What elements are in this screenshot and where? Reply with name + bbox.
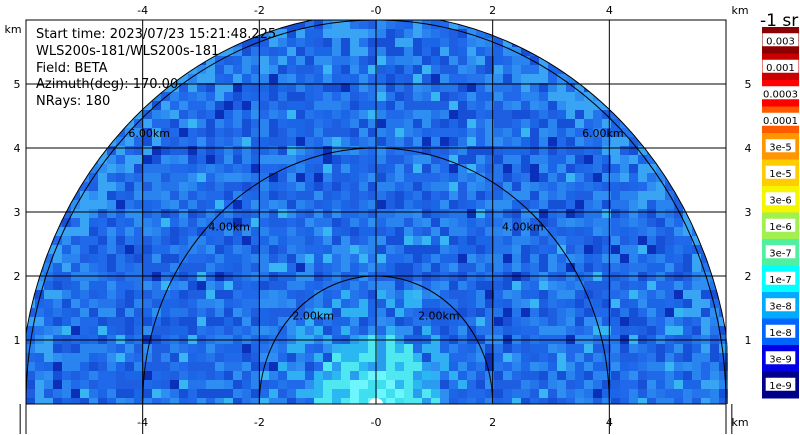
x-tick-label-top: 4	[606, 4, 613, 17]
y-tick-label-left: 4	[14, 142, 21, 155]
colorbar-label: 1e-5	[769, 169, 792, 180]
colorbar-label: 1e-7	[769, 275, 792, 286]
y-tick-label-right: 2	[745, 270, 752, 283]
colorbar-label: 1e-9	[769, 381, 792, 392]
colorbar-label: 0.003	[766, 36, 795, 47]
colorbar-label-box	[765, 218, 796, 232]
range-ring	[26, 20, 726, 337]
colorbar-label-box	[765, 139, 796, 153]
info-field: Field: BETA	[36, 61, 108, 76]
info-nrays: NRays: 180	[36, 94, 110, 109]
colorbar-label: 3e-9	[769, 354, 792, 365]
colorbar-label-box	[765, 245, 796, 259]
x-unit-label-top: km	[731, 4, 748, 17]
range-ring-label: 4.00km	[208, 221, 250, 234]
y-tick-label-left: 5	[14, 78, 21, 91]
x-unit-label-bottom: km	[731, 416, 748, 429]
range-ring	[26, 20, 726, 404]
colorbar-label-box	[762, 59, 799, 73]
range-ring-label: 6.00km	[582, 127, 624, 140]
range-ring-label: 4.00km	[502, 221, 544, 234]
y-tick-label-right: 5	[745, 78, 752, 91]
colorbar-label-box	[765, 324, 796, 338]
colorbar-label: 1e-8	[769, 328, 792, 339]
colorbar-label: 3e-8	[769, 301, 792, 312]
colorbar-label: 3e-7	[769, 248, 792, 259]
colorbar-label-box	[759, 112, 800, 126]
y-tick-label-right: 1	[745, 334, 752, 347]
info-azimuth: Azimuth(deg): 170.00	[36, 77, 178, 92]
colorbar-label: 1e-6	[769, 222, 792, 233]
y-tick-label-left: 3	[14, 206, 21, 219]
colorbar-label-box	[765, 271, 796, 285]
range-ring-label: 2.00km	[292, 310, 334, 323]
y-tick-label-right: 4	[745, 142, 752, 155]
colorbar-label-box	[759, 86, 800, 100]
colorbar-label-box	[765, 351, 796, 365]
colorbar-label: 0.0001	[763, 116, 798, 127]
info-block: Start time: 2023/07/23 15:21:48.225 WLS2…	[36, 27, 276, 109]
x-tick-label-bottom: -2	[254, 416, 265, 429]
colorbar-title: -1 sr	[760, 11, 798, 31]
colorbar-label-box	[765, 165, 796, 179]
colorbar-label: 3e-6	[769, 195, 792, 206]
colorbar-label: 0.001	[766, 63, 795, 74]
y-tick-label-right: 3	[745, 206, 752, 219]
grid-lines	[26, 20, 726, 404]
y-tick-label-left: 1	[14, 334, 21, 347]
plot-frame	[25, 19, 727, 405]
info-start-time: Start time: 2023/07/23 15:21:48.225	[36, 27, 276, 42]
y-unit-label: km	[4, 23, 21, 36]
range-ring-label: 6.00km	[128, 127, 170, 140]
range-ring-labels: 2.00km 2.00km 4.00km 4.00km 6.00km 6.00km	[128, 127, 623, 322]
x-tick-label-top: -4	[137, 4, 148, 17]
x-tick-label-top: -0	[371, 4, 382, 17]
colorbar-label-box	[765, 192, 796, 206]
colorbar-label: 0.0003	[763, 89, 798, 100]
x-tick-label-bottom: 2	[489, 416, 496, 429]
colorbar-label-box	[762, 33, 799, 47]
colorbar-label-box	[765, 377, 796, 391]
range-ring-label: 2.00km	[418, 310, 460, 323]
info-instrument: WLS200s-181/WLS200s-181	[36, 44, 219, 59]
colorbar: -1 sr 0.003 0.001 0.0003 0.0001 3e-5 1e-5 3e-6…	[759, 11, 800, 399]
colorbar-label: 3e-5	[769, 142, 792, 153]
x-tick-label-bottom: -0	[371, 416, 382, 429]
y-tick-label-left: 2	[14, 270, 21, 283]
x-tick-label-top: -2	[254, 4, 265, 17]
colorbar-label-box	[765, 298, 796, 312]
x-tick-label-top: 2	[489, 4, 496, 17]
